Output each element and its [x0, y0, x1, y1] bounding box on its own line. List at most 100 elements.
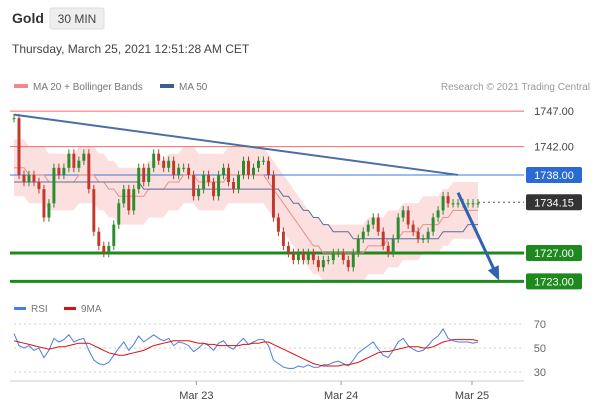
- candle-body: [102, 245, 106, 253]
- candle-body: [162, 160, 166, 168]
- candle-body: [17, 118, 21, 175]
- candle-body: [356, 238, 360, 253]
- header: Gold 30 MIN Thursday, March 25, 2021 12:…: [12, 7, 250, 56]
- candle-body: [207, 174, 211, 183]
- candle-body: [217, 174, 221, 197]
- candle-body: [197, 189, 201, 197]
- candle-body: [202, 174, 206, 190]
- candle-body: [396, 217, 400, 239]
- candle-body: [381, 231, 385, 246]
- candle-body: [72, 153, 76, 168]
- candle-body: [127, 189, 131, 211]
- legend-ma50-swatch: [160, 84, 174, 88]
- candle-body: [456, 203, 460, 205]
- candle-body: [12, 118, 16, 120]
- candle-body: [296, 252, 300, 261]
- candle-body: [416, 231, 420, 239]
- x-axis: Mar 23 Mar 24 Mar 25: [10, 380, 524, 402]
- candle-body: [122, 189, 126, 204]
- candle-body: [77, 160, 81, 168]
- candle-body: [301, 252, 305, 261]
- candle-body: [27, 174, 31, 183]
- candle-body: [147, 167, 151, 183]
- candle-body: [87, 153, 91, 190]
- candle-body: [271, 174, 275, 218]
- candle-body: [311, 252, 315, 261]
- candle-body: [132, 189, 136, 211]
- candle-body: [82, 153, 86, 161]
- candle-body: [436, 210, 440, 218]
- candle-body: [187, 167, 191, 175]
- candle-body: [237, 174, 240, 190]
- candle-body: [331, 252, 335, 261]
- candle-body: [107, 245, 111, 253]
- rsi-legend-label: RSI: [31, 304, 48, 315]
- candle-body: [281, 231, 285, 246]
- candle-body: [157, 153, 161, 161]
- candle-body: [117, 203, 121, 225]
- candle-body: [177, 167, 181, 175]
- candle-body: [391, 238, 395, 253]
- candle-body: [321, 260, 325, 268]
- candle-body: [371, 217, 375, 225]
- ma9-legend-swatch: [64, 307, 76, 310]
- candle-body: [137, 167, 141, 190]
- rsi-panel: 70 50 30: [13, 319, 546, 379]
- candle-body: [471, 203, 475, 205]
- x-tick-label: Mar 25: [455, 390, 489, 402]
- candle-body: [261, 160, 265, 162]
- candle-body: [222, 167, 226, 175]
- candle-body: [426, 231, 430, 239]
- candle-body: [112, 224, 116, 246]
- legend-ma20-swatch: [14, 84, 28, 88]
- rsi-series-9MA: [13, 339, 479, 367]
- x-tick-label: Mar 24: [324, 390, 358, 402]
- candle-body: [476, 203, 480, 205]
- timeframe-label: 30 MIN: [58, 12, 97, 26]
- candle-body: [57, 167, 61, 175]
- candle-body: [361, 231, 365, 239]
- candle-body: [37, 182, 41, 190]
- candle-body: [252, 167, 255, 175]
- candle-body: [192, 174, 196, 197]
- price-panel: 1747.00 1742.00 1738.00 1734.15 1727.00 1723.…: [10, 106, 582, 290]
- legend-ma50-label: MA 50: [179, 82, 208, 93]
- ma9-legend-label: 9MA: [81, 304, 102, 315]
- candle-body: [242, 160, 245, 175]
- symbol-title: Gold: [12, 10, 44, 26]
- rsi-tick-70: 70: [534, 319, 546, 331]
- timestamp: Thursday, March 25, 2021 12:51:28 AM CET: [12, 42, 250, 56]
- x-tick-label: Mar 23: [179, 390, 213, 402]
- candle-body: [326, 260, 330, 262]
- candle-body: [167, 160, 171, 168]
- candle-body: [341, 252, 345, 261]
- rsi-series-RSI: [13, 327, 479, 369]
- candle-body: [172, 160, 176, 175]
- candle-body: [346, 260, 350, 268]
- candle-body: [336, 252, 340, 254]
- candle-body: [286, 245, 290, 253]
- candle-body: [256, 160, 260, 168]
- candle-body: [266, 160, 270, 175]
- candle-body: [406, 210, 410, 225]
- candle-body: [62, 167, 66, 175]
- candle-body: [42, 189, 46, 218]
- rsi-legend-swatch: [14, 307, 26, 310]
- candle-body: [227, 167, 231, 183]
- candle-body: [182, 167, 186, 169]
- candle-body: [351, 252, 355, 268]
- candle-body: [247, 160, 250, 175]
- candle-body: [366, 224, 370, 232]
- price-tag-1734.15: 1734.15: [534, 197, 574, 209]
- candle-body: [67, 153, 71, 168]
- candle-body: [451, 203, 455, 205]
- candle-body: [152, 153, 156, 168]
- projection-arrow-head: [487, 265, 500, 281]
- candle-body: [376, 217, 380, 232]
- projection-arrow-shaft: [456, 192, 500, 279]
- ma20-line: [14, 167, 478, 254]
- timeframe-badge[interactable]: [49, 7, 105, 30]
- price-tag-1727.00: 1727.00: [534, 248, 574, 260]
- price-tag-1747.00: 1747.00: [534, 106, 574, 118]
